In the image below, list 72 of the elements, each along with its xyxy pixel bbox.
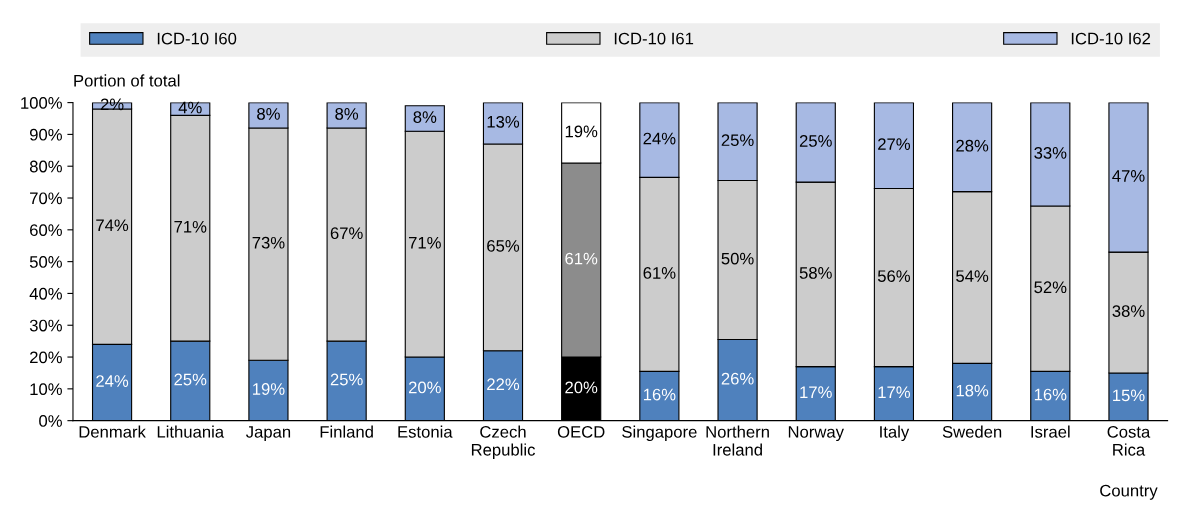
data-label: 15% — [1113, 389, 1145, 402]
y-tick-label: 0% — [39, 415, 62, 427]
data-label: 26% — [721, 372, 754, 385]
x-tick-label: Estonia — [398, 425, 453, 438]
x-tick-label: OECD — [557, 425, 605, 438]
data-label: 25% — [330, 373, 363, 386]
data-label: 24% — [96, 375, 129, 387]
data-label: 22% — [487, 378, 520, 391]
data-label: 18% — [956, 384, 989, 397]
data-label: 17% — [800, 386, 832, 399]
data-label: 47% — [1112, 170, 1145, 182]
data-label: 28% — [956, 139, 989, 152]
y-tick-label: 70% — [30, 192, 62, 205]
y-tick-label: 30% — [29, 319, 62, 332]
data-label: 17% — [878, 386, 911, 399]
x-tick-label: Sweden — [942, 425, 1002, 438]
x-tick-label: Finland — [320, 425, 373, 438]
data-label: 19% — [253, 383, 285, 395]
data-label: 33% — [1034, 146, 1067, 159]
x-tick-label: Costa Rica — [1107, 425, 1151, 456]
data-label: 38% — [1112, 305, 1145, 317]
legend-label: ICD-10 I62 — [1071, 32, 1151, 45]
data-label: 19% — [565, 125, 598, 138]
data-label: 16% — [1034, 388, 1067, 401]
data-label: 8% — [413, 111, 437, 123]
data-label: 25% — [174, 373, 207, 386]
data-label: 61% — [643, 267, 676, 279]
x-tick-label: Italy — [880, 425, 910, 442]
y-tick-label: 80% — [29, 160, 62, 173]
y-tick-label: 50% — [29, 256, 62, 268]
y-tick-label: 20% — [30, 351, 62, 364]
data-label: 8% — [335, 107, 359, 120]
data-label: 20% — [565, 381, 598, 394]
data-label: 2% — [100, 98, 124, 111]
x-tick-label: Japan — [246, 426, 291, 442]
data-label: 50% — [721, 252, 754, 265]
data-label: 20% — [408, 381, 441, 394]
y-tick-label: 10% — [30, 383, 62, 396]
data-label: 54% — [956, 270, 989, 283]
data-label: 27% — [878, 138, 911, 150]
data-label: 74% — [96, 219, 129, 232]
x-axis-title: Country — [1100, 484, 1158, 500]
data-label: 8% — [257, 107, 280, 120]
data-label: 52% — [1034, 281, 1067, 294]
y-axis-title: Portion of total — [74, 74, 180, 87]
x-tick-label: Norway — [788, 426, 844, 442]
data-label: 71% — [408, 236, 441, 249]
y-tick-label: 100% — [21, 97, 62, 109]
data-label: 25% — [721, 134, 754, 147]
y-tick-label: 90% — [29, 128, 62, 141]
x-tick-label: Lithuania — [157, 425, 225, 438]
x-tick-label: Singapore — [622, 425, 697, 442]
data-label: 16% — [643, 388, 676, 401]
y-tick-label: 60% — [30, 224, 62, 237]
data-label: 56% — [877, 270, 911, 283]
data-label: 71% — [174, 220, 207, 233]
data-label: 25% — [799, 135, 832, 147]
data-label: 65% — [487, 239, 520, 252]
x-tick-label: Northern Ireland — [706, 425, 769, 456]
data-label: 58% — [799, 267, 832, 279]
x-tick-label: Czech Republic — [471, 425, 535, 460]
data-label: 13% — [487, 115, 520, 128]
legend-label: ICD-10 I60 — [157, 32, 237, 45]
data-label: 67% — [330, 227, 363, 240]
legend-label: ICD-10 I61 — [614, 32, 694, 45]
data-label: 4% — [178, 101, 202, 114]
data-label: 73% — [252, 236, 285, 249]
y-tick-label: 40% — [29, 287, 62, 300]
data-label: 24% — [643, 132, 676, 145]
data-label: 61% — [565, 252, 598, 265]
x-tick-label: Denmark — [79, 425, 146, 438]
x-tick-label: Israel — [1031, 425, 1070, 438]
